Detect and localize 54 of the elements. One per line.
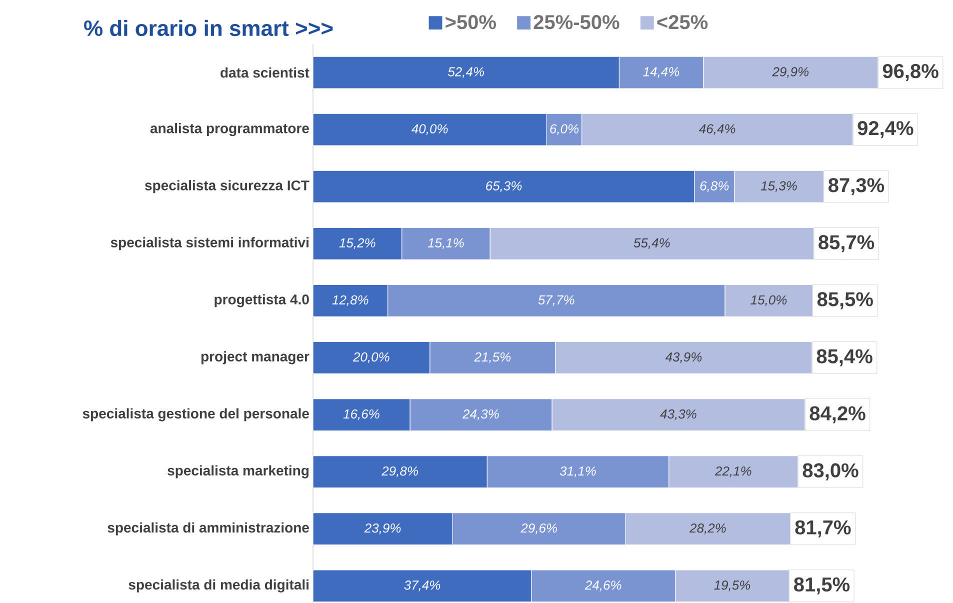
y-tick-label: project manager — [201, 351, 310, 364]
data-label: 6,0% — [550, 124, 578, 135]
data-label: 20,0% — [352, 352, 390, 364]
total-label: 84,2% — [810, 406, 866, 424]
legend-label: >50% — [446, 15, 496, 30]
data-label: 22,1% — [714, 466, 752, 478]
data-label: 21,5% — [474, 352, 511, 364]
data-label: 29,9% — [772, 67, 809, 78]
chart-title: % di orario in smart >>> — [84, 20, 333, 36]
data-label: 28,2% — [689, 523, 726, 534]
legend-label: 25%-50% — [534, 15, 620, 30]
y-tick-label: specialista marketing — [168, 465, 309, 478]
data-label: 37,4% — [404, 580, 440, 592]
data-label: 31,1% — [560, 466, 596, 478]
y-tick-label: specialista sicurezza ICT — [144, 180, 310, 194]
data-label: 52,4% — [448, 67, 484, 78]
data-label: 15,3% — [760, 181, 797, 192]
total-label: 92,4% — [858, 121, 914, 138]
legend-label: <25% — [657, 15, 708, 30]
data-label: 43,3% — [660, 409, 696, 420]
y-tick-label: specialista gestione del personale — [82, 408, 309, 422]
y-tick-label: analista programmatore — [150, 123, 309, 136]
data-label: 40,0% — [412, 124, 448, 135]
y-tick-label: specialista di amministrazione — [108, 522, 309, 536]
data-label: 43,9% — [665, 352, 702, 364]
total-label: 85,7% — [818, 235, 874, 252]
y-tick-label: progettista 4.0 — [214, 294, 309, 308]
total-label: 81,5% — [794, 577, 850, 594]
total-label: 83,0% — [802, 463, 858, 480]
data-label: 16,6% — [343, 409, 380, 420]
data-label: 6,8% — [700, 181, 729, 192]
data-label: 14,4% — [643, 67, 680, 78]
total-label: 85,4% — [816, 349, 872, 366]
y-tick-label: data scientist — [220, 67, 310, 78]
total-label: 85,5% — [817, 292, 873, 310]
data-label: 15,0% — [750, 295, 787, 306]
total-label: 96,8% — [882, 64, 938, 82]
total-label: 87,3% — [828, 178, 884, 196]
y-tick-label: specialista di media digitali — [128, 579, 308, 592]
data-label: 24,3% — [462, 409, 499, 420]
data-label: 65,3% — [486, 181, 522, 192]
data-label: 29,8% — [382, 466, 418, 478]
total-label: 81,7% — [795, 520, 851, 538]
data-label: 12,8% — [332, 295, 368, 306]
data-label: 46,4% — [698, 124, 736, 135]
data-label: 55,4% — [634, 238, 670, 249]
data-label: 29,6% — [520, 523, 557, 534]
data-label: 57,7% — [538, 295, 574, 306]
data-label: 23,9% — [364, 523, 401, 534]
data-label: 24,6% — [584, 580, 622, 592]
data-label: 15,1% — [428, 238, 464, 249]
data-label: 15,2% — [339, 238, 376, 250]
data-label: 19,5% — [714, 580, 750, 592]
y-tick-label: specialista sistemi informativi — [110, 237, 308, 250]
